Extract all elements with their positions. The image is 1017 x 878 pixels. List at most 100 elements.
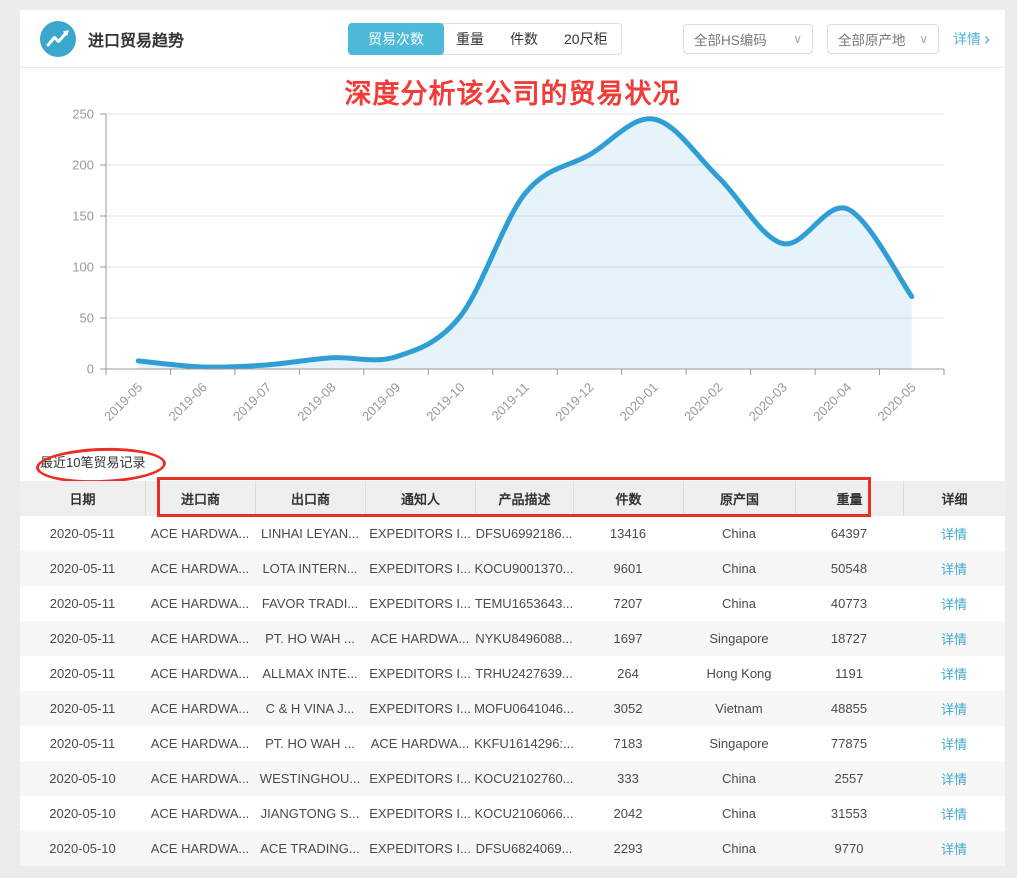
table-cell: EXPEDITORS I...	[369, 806, 471, 821]
table-cell: PT. HO WAH ...	[265, 631, 355, 646]
svg-text:150: 150	[72, 209, 94, 224]
origin-select-value: 全部原产地	[838, 33, 906, 48]
table-cell: ACE HARDWA...	[150, 631, 250, 646]
column-header-importer: 进口商	[145, 481, 255, 516]
row-detail-link[interactable]: 详情	[940, 562, 967, 577]
table-row: 2020-05-11 ACE HARDWA... ALLMAX INTE... EXP…	[20, 656, 1005, 691]
table-cell: China	[722, 561, 756, 576]
table-cell: 2293	[613, 841, 643, 856]
row-detail-link[interactable]: 详情	[940, 737, 967, 752]
column-header-quantity: 件数	[573, 481, 683, 516]
svg-text:0: 0	[87, 362, 94, 377]
table-cell: 2020-05-11	[49, 526, 116, 541]
table-row: 2020-05-11 ACE HARDWA... PT. HO WAH ... ACE…	[20, 726, 1005, 761]
row-detail-link[interactable]: 详情	[940, 667, 967, 682]
table-cell: 18727	[830, 631, 868, 646]
table-row: 2020-05-11 ACE HARDWA... LINHAI LEYAN... EX…	[20, 516, 1005, 551]
table-cell: DFSU6992186...	[475, 526, 573, 541]
chevron-down-icon: ∨	[919, 32, 928, 46]
table-cell: 2020-05-11	[49, 736, 116, 751]
table-cell: Vietnam	[715, 701, 763, 716]
table-row: 2020-05-11 ACE HARDWA... FAVOR TRADI... EXP…	[20, 586, 1005, 621]
row-detail-link[interactable]: 详情	[940, 772, 967, 787]
table-cell: EXPEDITORS I...	[369, 841, 471, 856]
svg-text:2020-02: 2020-02	[681, 380, 725, 424]
table-cell: 3052	[613, 701, 643, 716]
svg-text:2020-01: 2020-01	[617, 380, 661, 424]
table-cell: ACE HARDWA...	[150, 526, 250, 541]
tab-weight[interactable]: 重量	[456, 31, 484, 47]
header-left: 进口贸易趋势	[40, 21, 184, 57]
row-detail-link[interactable]: 详情	[940, 807, 967, 822]
table-row: 2020-05-10 ACE HARDWA... WESTINGHOU... EXPE…	[20, 761, 1005, 796]
svg-text:2020-04: 2020-04	[810, 380, 854, 424]
svg-text:2019-05: 2019-05	[101, 380, 145, 424]
table-cell: KOCU2106066...	[475, 806, 573, 821]
table-cell: ACE HARDWA...	[150, 736, 250, 751]
table-cell: Singapore	[709, 736, 769, 751]
page-title: 进口贸易趋势	[88, 33, 185, 50]
table-body: 2020-05-11 ACE HARDWA... LINHAI LEYAN... EX…	[20, 516, 1005, 866]
origin-select[interactable]: 全部原产地 ∨	[827, 24, 939, 54]
table-cell: ACE HARDWA...	[370, 631, 470, 646]
header-right: 全部HS编码 ∨ 全部原产地 ∨ 详情 ›	[683, 24, 990, 54]
table-cell: ACE HARDWA...	[150, 596, 250, 611]
column-header-exporter: 出口商	[255, 481, 365, 516]
table-cell: 2020-05-11	[49, 596, 116, 611]
table-cell: EXPEDITORS I...	[369, 701, 471, 716]
svg-text:2019-11: 2019-11	[488, 380, 532, 424]
table-cell: 2020-05-10	[49, 841, 116, 856]
tab-20ft-container[interactable]: 20尺柜	[564, 31, 608, 47]
table-cell: LOTA INTERN...	[262, 561, 358, 576]
tab-quantity[interactable]: 件数	[510, 31, 538, 47]
table-cell: JIANGTONG S...	[260, 806, 360, 821]
table-cell: KOCU2102760...	[475, 771, 573, 786]
svg-text:2019-09: 2019-09	[359, 380, 403, 424]
table-cell: TEMU1653643...	[475, 596, 573, 611]
table-cell: 77875	[830, 736, 868, 751]
svg-text:2020-03: 2020-03	[746, 380, 790, 424]
svg-text:2019-08: 2019-08	[294, 380, 338, 424]
table-cell: 2042	[613, 806, 643, 821]
table-cell: ACE HARDWA...	[150, 561, 250, 576]
table-caption: 最近10笔贸易记录	[40, 455, 146, 470]
table-cell: 2557	[834, 771, 864, 786]
svg-text:100: 100	[72, 260, 94, 275]
table-cell: 9770	[834, 841, 864, 856]
table-cell: 2020-05-11	[49, 701, 116, 716]
row-detail-link[interactable]: 详情	[940, 702, 967, 717]
table-cell: KOCU9001370...	[475, 561, 573, 576]
table-cell: 50548	[830, 561, 868, 576]
column-header-notify-party: 通知人	[365, 481, 475, 516]
table-cell: Hong Kong	[706, 666, 772, 681]
trade-records-table: 日期 进口商 出口商 通知人 产品描述 件数 原产国 重量 详细 2020-05…	[20, 477, 1005, 866]
column-header-product-desc: 产品描述	[475, 481, 573, 516]
row-detail-link[interactable]: 详情	[940, 842, 967, 857]
table-cell: 48855	[830, 701, 868, 716]
row-detail-link[interactable]: 详情	[940, 597, 967, 612]
table-row: 2020-05-11 ACE HARDWA... C & H VINA J... EX…	[20, 691, 1005, 726]
tab-trade-count[interactable]: 贸易次数	[348, 23, 444, 55]
row-detail-link[interactable]: 详情	[940, 632, 967, 647]
table-cell: EXPEDITORS I...	[369, 666, 471, 681]
table-cell: DFSU6824069...	[475, 841, 573, 856]
table-caption-row: 最近10笔贸易记录	[20, 438, 1005, 486]
table-cell: C & H VINA J...	[265, 701, 355, 716]
metric-tab-group: 贸易次数 重量 件数 20尺柜	[348, 23, 622, 55]
table-cell: EXPEDITORS I...	[369, 561, 471, 576]
table-cell: 2020-05-11	[49, 631, 116, 646]
table-row: 2020-05-10 ACE HARDWA... JIANGTONG S... EXP…	[20, 796, 1005, 831]
svg-text:2019-07: 2019-07	[230, 380, 274, 424]
header-detail-link-label: 详情	[953, 31, 981, 47]
row-detail-link[interactable]: 详情	[940, 527, 967, 542]
table-row: 2020-05-10 ACE HARDWA... ACE TRADING... EXP…	[20, 831, 1005, 866]
card-header: 进口贸易趋势 贸易次数 重量 件数 20尺柜 全部HS编码 ∨ 全部原产地 ∨ …	[20, 10, 1005, 68]
table-cell: TRHU2427639...	[475, 666, 573, 681]
table-cell: EXPEDITORS I...	[369, 771, 471, 786]
header-detail-link[interactable]: 详情 ›	[953, 29, 990, 49]
hs-code-select[interactable]: 全部HS编码 ∨	[683, 24, 813, 54]
table-cell: EXPEDITORS I...	[369, 596, 471, 611]
table-cell: ACE HARDWA...	[150, 806, 250, 821]
column-header-origin-country: 原产国	[683, 481, 795, 516]
